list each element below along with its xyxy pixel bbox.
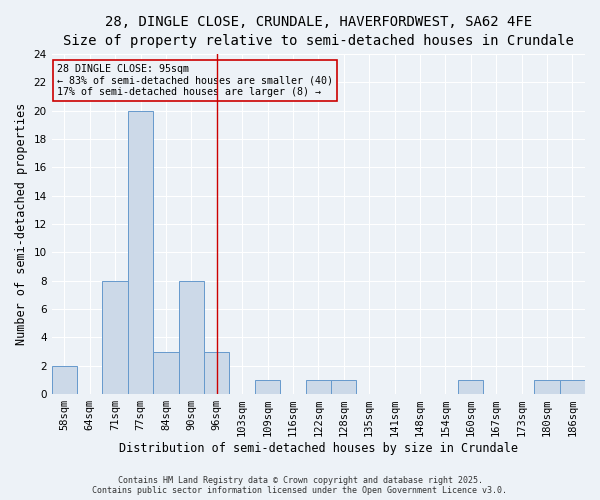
Bar (255, 380, 280, 394)
Bar (52, 366, 77, 394)
X-axis label: Distribution of semi-detached houses by size in Crundale: Distribution of semi-detached houses by … (119, 442, 518, 455)
Y-axis label: Number of semi-detached properties: Number of semi-detached properties (15, 103, 28, 345)
Bar (179, 280, 204, 394)
Title: 28, DINGLE CLOSE, CRUNDALE, HAVERFORDWEST, SA62 4FE
Size of property relative to: 28, DINGLE CLOSE, CRUNDALE, HAVERFORDWES… (63, 15, 574, 48)
Text: 28 DINGLE CLOSE: 95sqm
← 83% of semi-detached houses are smaller (40)
17% of sem: 28 DINGLE CLOSE: 95sqm ← 83% of semi-det… (57, 64, 333, 97)
Bar (204, 352, 229, 394)
Bar (560, 380, 585, 394)
Bar (153, 352, 179, 394)
Bar (128, 110, 153, 394)
Bar (331, 380, 356, 394)
Text: Contains HM Land Registry data © Crown copyright and database right 2025.
Contai: Contains HM Land Registry data © Crown c… (92, 476, 508, 495)
Bar (458, 380, 484, 394)
Bar (103, 280, 128, 394)
Bar (305, 380, 331, 394)
Bar (534, 380, 560, 394)
